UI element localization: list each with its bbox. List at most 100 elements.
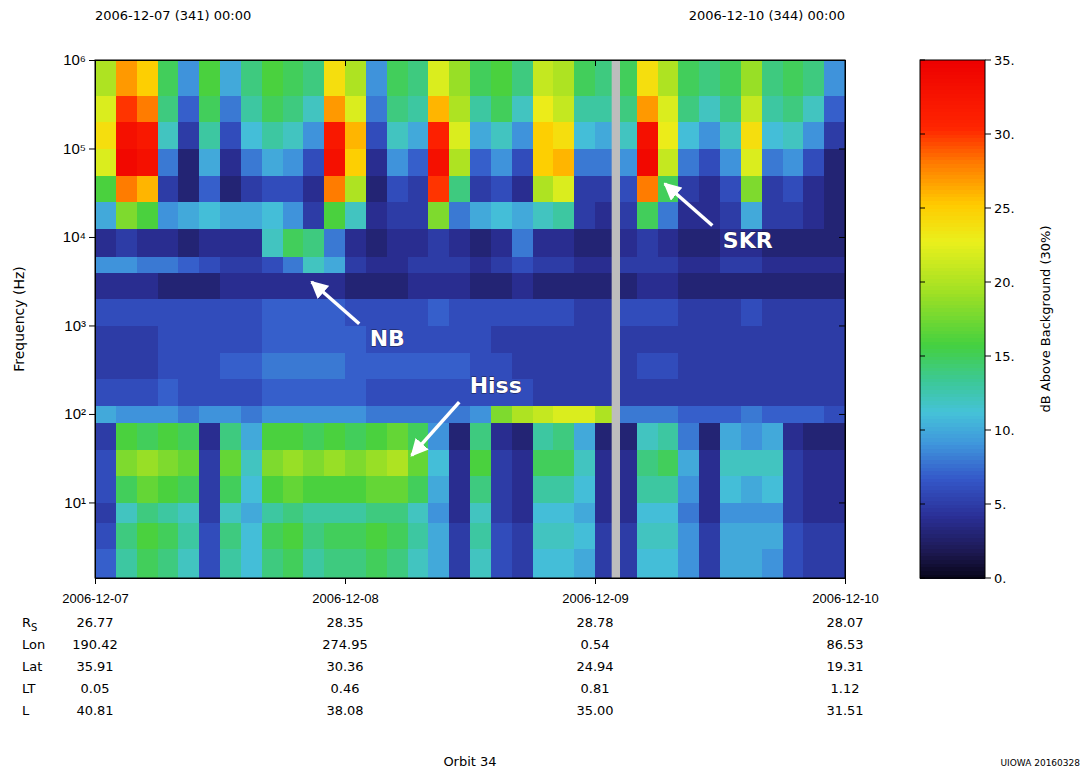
- cell: [824, 325, 845, 352]
- colorbar-swatch: [920, 515, 985, 519]
- cell: [387, 549, 408, 578]
- cell: [803, 502, 824, 522]
- colorbar-swatch: [920, 167, 985, 171]
- cell: [783, 352, 804, 379]
- cell: [116, 148, 137, 175]
- colorbar-tick-label: 10.: [994, 423, 1015, 438]
- cell: [699, 148, 720, 175]
- cell: [741, 272, 762, 299]
- cell: [491, 522, 512, 549]
- cell: [262, 175, 283, 202]
- table-cell: 38.08: [326, 703, 363, 718]
- tick-mark: [839, 325, 845, 326]
- colorbar-swatch: [920, 90, 985, 94]
- cell: [95, 522, 116, 549]
- colorbar-swatch: [920, 467, 985, 471]
- cell: [533, 549, 554, 578]
- colorbar-swatch: [920, 175, 985, 179]
- colorbar-tick: [985, 578, 991, 579]
- cell: [678, 423, 699, 450]
- cell: [324, 175, 345, 202]
- colorbar-tick-label: 20.: [994, 275, 1015, 290]
- cell: [283, 449, 304, 476]
- colorbar-tick: [920, 282, 925, 283]
- colorbar-swatch: [920, 367, 985, 371]
- cell: [762, 175, 783, 202]
- header: 2006-12-10 (344) 00:00: [689, 8, 845, 23]
- cell: [262, 476, 283, 503]
- cell: [387, 60, 408, 96]
- cell: [158, 352, 179, 379]
- cell: [783, 299, 804, 326]
- cell: [241, 299, 262, 326]
- cell: [95, 325, 116, 352]
- colorbar-swatch: [920, 275, 985, 279]
- cell: [553, 175, 574, 202]
- colorbar-swatch: [920, 141, 985, 145]
- colorbar-swatch: [920, 537, 985, 541]
- cell: [178, 257, 199, 273]
- cell: [283, 502, 304, 522]
- cell: [658, 423, 679, 450]
- cell: [803, 148, 824, 175]
- cell: [137, 95, 158, 122]
- cell: [783, 449, 804, 476]
- colorbar-swatch: [920, 64, 985, 68]
- cell: [491, 122, 512, 149]
- table-cell: 1.12: [831, 681, 860, 696]
- cell: [116, 405, 137, 423]
- cell: [366, 202, 387, 229]
- cell: [199, 122, 220, 149]
- cell: [574, 352, 595, 379]
- cell: [637, 228, 658, 257]
- cell: [95, 299, 116, 326]
- colorbar-tick: [920, 430, 925, 431]
- cell: [345, 449, 366, 476]
- colorbar-swatch: [920, 326, 985, 330]
- cell: [699, 423, 720, 450]
- cell: [553, 405, 574, 423]
- cell: [262, 423, 283, 450]
- cell: [303, 299, 324, 326]
- cell: [387, 148, 408, 175]
- cell: [283, 352, 304, 379]
- colorbar-swatch: [920, 160, 985, 164]
- cell: [637, 379, 658, 406]
- cell: [678, 352, 699, 379]
- cell: [220, 148, 241, 175]
- cell: [158, 502, 179, 522]
- cell: [408, 549, 429, 578]
- cell: [345, 423, 366, 450]
- cell: [449, 202, 470, 229]
- colorbar-swatch: [920, 204, 985, 208]
- cell: [553, 423, 574, 450]
- cell: [783, 549, 804, 578]
- colorbar-swatch: [920, 341, 985, 345]
- tick-mark: [839, 502, 845, 503]
- cell: [699, 95, 720, 122]
- colorbar-swatch: [920, 423, 985, 427]
- cell: [470, 122, 491, 149]
- colorbar-swatch: [920, 508, 985, 512]
- cell: [366, 228, 387, 257]
- cell: [720, 423, 741, 450]
- cell: [533, 325, 554, 352]
- cell: [95, 60, 116, 96]
- cell: [824, 257, 845, 273]
- cell: [303, 379, 324, 406]
- cell: [178, 502, 199, 522]
- cell: [199, 202, 220, 229]
- colorbar-swatch: [920, 519, 985, 523]
- cell: [137, 379, 158, 406]
- colorbar-swatch: [920, 449, 985, 453]
- colorbar-swatch: [920, 208, 985, 212]
- tick: [595, 60, 596, 66]
- cell: [137, 352, 158, 379]
- colorbar-swatch: [920, 182, 985, 186]
- colorbar-swatch: [920, 130, 985, 134]
- cell: [699, 449, 720, 476]
- cell: [824, 449, 845, 476]
- cell: [762, 449, 783, 476]
- cell: [741, 549, 762, 578]
- cell: [491, 549, 512, 578]
